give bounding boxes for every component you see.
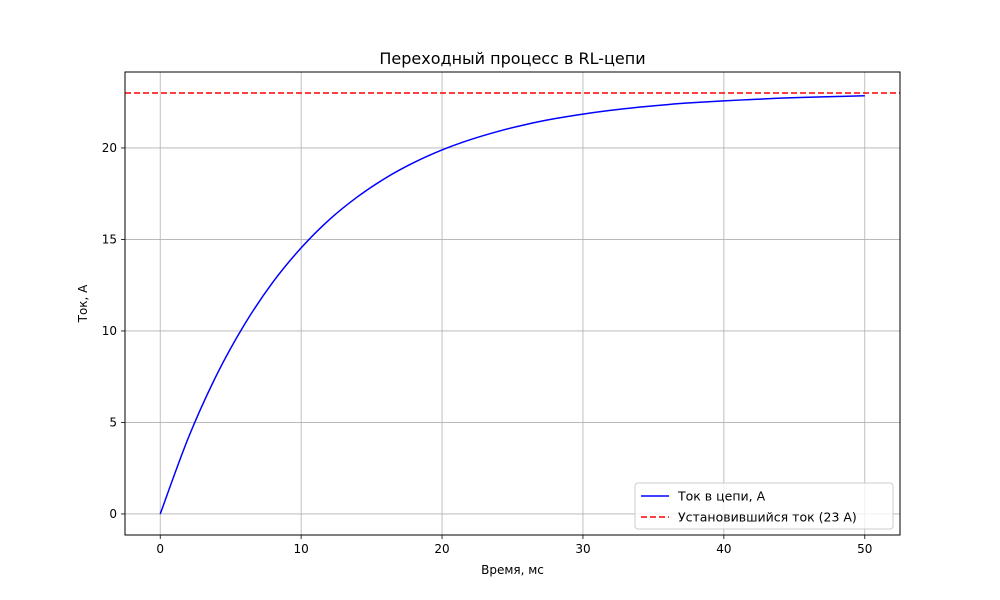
- plot-frame: [124, 71, 901, 536]
- x-tick-label: 40: [716, 542, 731, 556]
- ticks: 0 10 20 30 40 50 0 5 10 15 20: [102, 141, 873, 556]
- x-tick-label: 10: [293, 542, 308, 556]
- x-tick-label: 20: [434, 542, 449, 556]
- y-tick-label: 0: [109, 507, 117, 521]
- y-axis-label: Ток, А: [76, 284, 90, 324]
- x-tick-label: 30: [575, 542, 590, 556]
- series-layer: [125, 92, 900, 515]
- current-curve: [159, 95, 865, 515]
- x-axis-label: Время, мс: [481, 563, 544, 577]
- y-tick-label: 5: [109, 415, 117, 429]
- y-tick-label: 15: [102, 232, 117, 246]
- grid: [125, 72, 900, 535]
- legend-label-current: Ток в цепи, А: [677, 489, 766, 504]
- y-tick-label: 20: [102, 141, 117, 155]
- legend: Ток в цепи, А Установившийся ток (23 А): [634, 482, 894, 530]
- x-tick-label: 0: [156, 542, 164, 556]
- legend-box: [634, 482, 894, 530]
- legend-label-steady-state: Установившийся ток (23 А): [678, 510, 857, 525]
- chart-title: Переходный процесс в RL-цепи: [379, 49, 645, 68]
- x-tick-label: 50: [857, 542, 872, 556]
- y-tick-label: 10: [102, 324, 117, 338]
